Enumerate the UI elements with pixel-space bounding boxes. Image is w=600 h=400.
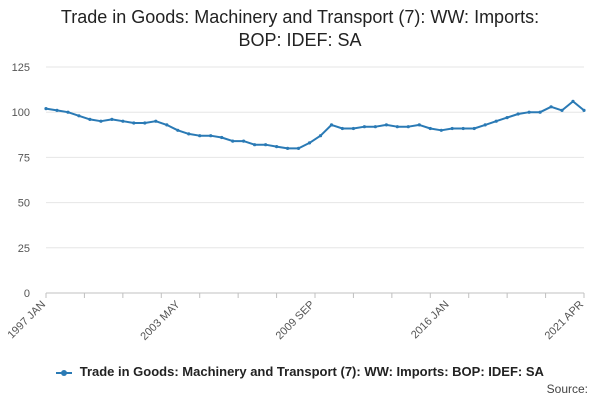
data-point: [110, 117, 114, 121]
data-point: [121, 119, 125, 123]
data-point: [209, 134, 213, 138]
data-point: [527, 110, 531, 114]
chart-title-line-2: BOP: IDEF: SA: [238, 30, 362, 50]
data-point: [560, 108, 564, 112]
source-label: Source:: [546, 382, 588, 396]
data-point: [231, 139, 235, 143]
data-point: [373, 125, 377, 129]
data-point: [351, 126, 355, 131]
data-point: [329, 123, 334, 127]
data-point: [505, 116, 509, 120]
y-tick-label: 50: [18, 198, 30, 210]
data-point: [55, 108, 59, 112]
data-point: [99, 119, 103, 123]
y-tick-label: 75: [18, 152, 30, 164]
data-point: [44, 107, 48, 111]
data-point: [143, 121, 147, 125]
data-point: [461, 126, 465, 131]
data-point: [439, 128, 443, 132]
y-tick-label: 100: [12, 107, 30, 119]
data-point: [176, 128, 180, 132]
data-point: [483, 123, 487, 127]
data-point: [296, 146, 301, 150]
data-point: [571, 99, 575, 103]
x-tick-label: 2003 MAY: [138, 298, 183, 343]
data-point: [198, 134, 202, 138]
x-tick-label: 2021 APR: [543, 299, 587, 343]
data-point: [77, 114, 81, 118]
data-point: [66, 110, 70, 114]
data-point: [307, 141, 312, 145]
data-point: [286, 146, 290, 150]
x-tick-label: 2009 SEP: [274, 299, 318, 343]
legend-label: Trade in Goods: Machinery and Transport …: [79, 364, 544, 379]
series-line: [45, 100, 585, 150]
y-tick-label: 0: [24, 288, 30, 300]
data-point: [362, 125, 366, 129]
data-point: [428, 126, 432, 131]
data-point: [450, 126, 454, 131]
data-point: [395, 125, 399, 129]
data-point: [88, 117, 92, 121]
legend[interactable]: Trade in Goods: Machinery and Transport …: [0, 364, 600, 379]
data-point: [242, 139, 246, 143]
legend-swatch: [56, 369, 73, 376]
data-point: [318, 134, 323, 138]
data-point: [253, 143, 257, 147]
data-point: [538, 110, 542, 114]
chart-title: Trade in Goods: Machinery and Transport …: [0, 6, 600, 52]
data-point: [472, 126, 476, 131]
data-point: [275, 145, 279, 149]
y-tick-label: 125: [12, 62, 30, 74]
data-point: [264, 143, 268, 147]
data-point: [406, 125, 410, 129]
data-point: [132, 121, 136, 125]
data-point: [417, 123, 421, 127]
data-point: [582, 108, 586, 112]
data-point: [187, 132, 191, 136]
data-point: [384, 123, 388, 127]
data-point: [165, 123, 169, 127]
data-point: [154, 119, 158, 123]
data-point: [340, 126, 344, 131]
data-point: [494, 119, 498, 123]
data-point: [516, 112, 520, 116]
y-tick-label: 25: [18, 243, 30, 255]
x-tick-label: 2016 JAN: [409, 299, 452, 342]
data-point: [549, 105, 553, 109]
data-point: [220, 135, 224, 140]
chart-title-line-1: Trade in Goods: Machinery and Transport …: [60, 7, 540, 27]
x-tick-label: 1997 JAN: [5, 299, 48, 342]
